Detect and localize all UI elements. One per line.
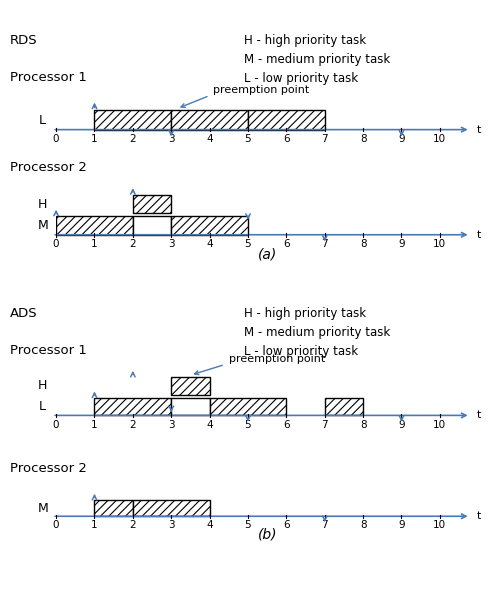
Bar — [171, 398, 210, 415]
Text: t: t — [476, 410, 481, 420]
Text: Processor 2: Processor 2 — [10, 161, 87, 174]
Bar — [133, 500, 210, 517]
Text: 3: 3 — [168, 420, 175, 430]
Text: 5: 5 — [244, 420, 251, 430]
Text: 10: 10 — [433, 521, 447, 530]
Text: 7: 7 — [322, 521, 328, 530]
Bar — [95, 500, 133, 517]
Text: H: H — [38, 197, 47, 211]
Text: 8: 8 — [360, 521, 366, 530]
Text: Processor 2: Processor 2 — [10, 462, 87, 475]
Text: 4: 4 — [206, 240, 213, 249]
Bar — [325, 398, 363, 415]
Text: 7: 7 — [322, 420, 328, 430]
Bar — [171, 110, 248, 130]
Bar — [171, 377, 210, 395]
Text: 6: 6 — [283, 521, 290, 530]
Text: RDS: RDS — [10, 34, 38, 47]
Text: 9: 9 — [398, 134, 405, 144]
Text: 1: 1 — [91, 521, 98, 530]
Bar — [171, 216, 248, 235]
Text: 5: 5 — [244, 134, 251, 144]
Text: 8: 8 — [360, 420, 366, 430]
Text: L - low priority task: L - low priority task — [244, 72, 358, 85]
Text: 3: 3 — [168, 521, 175, 530]
Text: 3: 3 — [168, 134, 175, 144]
Text: 0: 0 — [53, 134, 60, 144]
Text: 7: 7 — [322, 240, 328, 249]
Text: 10: 10 — [433, 134, 447, 144]
Text: 6: 6 — [283, 134, 290, 144]
Text: 4: 4 — [206, 134, 213, 144]
Text: 8: 8 — [360, 134, 366, 144]
Text: ADS: ADS — [10, 307, 38, 320]
Text: 10: 10 — [433, 240, 447, 249]
Text: L - low priority task: L - low priority task — [244, 345, 358, 358]
Text: (a): (a) — [258, 247, 277, 262]
Text: M - medium priority task: M - medium priority task — [244, 326, 390, 339]
Bar — [210, 398, 286, 415]
Text: 10: 10 — [433, 420, 447, 430]
Text: preemption point: preemption point — [213, 85, 310, 95]
Bar — [248, 110, 325, 130]
Text: Processor 1: Processor 1 — [10, 344, 87, 357]
Text: 2: 2 — [129, 521, 136, 530]
Text: 1: 1 — [91, 420, 98, 430]
Text: M: M — [37, 502, 48, 515]
Bar — [95, 110, 171, 130]
Text: 5: 5 — [244, 240, 251, 249]
Bar — [133, 216, 171, 235]
Text: 1: 1 — [91, 134, 98, 144]
Text: 9: 9 — [398, 240, 405, 249]
Text: 2: 2 — [129, 134, 136, 144]
Text: 0: 0 — [53, 521, 60, 530]
Text: 6: 6 — [283, 420, 290, 430]
Text: L: L — [39, 113, 46, 126]
Text: 5: 5 — [244, 521, 251, 530]
Text: 3: 3 — [168, 240, 175, 249]
Text: 1: 1 — [91, 240, 98, 249]
Text: H: H — [38, 380, 47, 393]
Text: preemption point: preemption point — [229, 354, 325, 364]
Text: Processor 1: Processor 1 — [10, 71, 87, 84]
Text: 8: 8 — [360, 240, 366, 249]
Bar — [95, 398, 171, 415]
Text: 9: 9 — [398, 521, 405, 530]
Text: 0: 0 — [53, 240, 60, 249]
Text: 7: 7 — [322, 134, 328, 144]
Text: 2: 2 — [129, 240, 136, 249]
Text: M - medium priority task: M - medium priority task — [244, 53, 390, 66]
Text: 6: 6 — [283, 240, 290, 249]
Text: L: L — [39, 400, 46, 413]
Text: H - high priority task: H - high priority task — [244, 307, 366, 320]
Text: t: t — [476, 511, 481, 521]
Text: 4: 4 — [206, 521, 213, 530]
Text: M: M — [37, 219, 48, 232]
Text: 9: 9 — [398, 420, 405, 430]
Text: 0: 0 — [53, 420, 60, 430]
Text: 4: 4 — [206, 420, 213, 430]
Text: 2: 2 — [129, 420, 136, 430]
Bar — [56, 216, 133, 235]
Text: H - high priority task: H - high priority task — [244, 34, 366, 47]
Text: t: t — [476, 229, 481, 240]
Text: (b): (b) — [258, 528, 277, 542]
Text: t: t — [476, 125, 481, 135]
Bar — [133, 195, 171, 213]
